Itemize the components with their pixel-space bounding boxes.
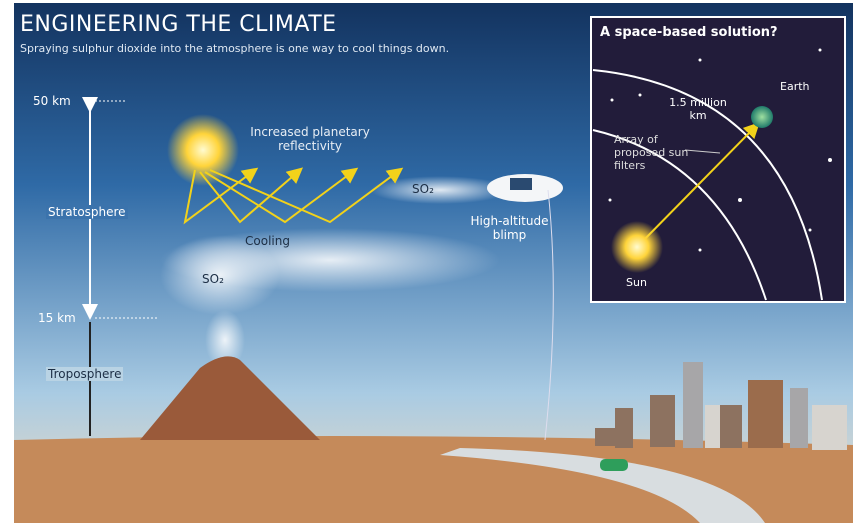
earth (751, 106, 773, 128)
filters-label: Array of proposed sun filters (614, 133, 689, 172)
illustration (0, 0, 853, 523)
infographic: ENGINEERING THE CLIMATE Spraying sulphur… (0, 0, 853, 523)
inset-sun (611, 221, 663, 273)
subtitle: Spraying sulphur dioxide into the atmosp… (20, 42, 449, 56)
earth-label: Earth (780, 80, 810, 94)
cooling-label: Cooling (245, 234, 290, 248)
inset-sun-label: Sun (626, 276, 647, 290)
so2-label: SO₂ (202, 272, 224, 286)
car (600, 459, 628, 471)
blimp-gondola (510, 178, 532, 190)
layer-label: Stratosphere (46, 205, 128, 219)
layer-label: Troposphere (46, 367, 123, 381)
inset-title: A space-based solution? (600, 26, 778, 40)
altitude-label: 15 km (38, 311, 76, 325)
blimp-label: High-altitude blimp (462, 214, 557, 242)
title: ENGINEERING THE CLIMATE (20, 12, 337, 38)
reflectivity-label: Increased planetary reflectivity (250, 125, 370, 153)
so2-label: SO₂ (412, 182, 434, 196)
altitude-label: 50 km (33, 94, 71, 108)
distance-label: 1.5 million km (668, 96, 728, 122)
